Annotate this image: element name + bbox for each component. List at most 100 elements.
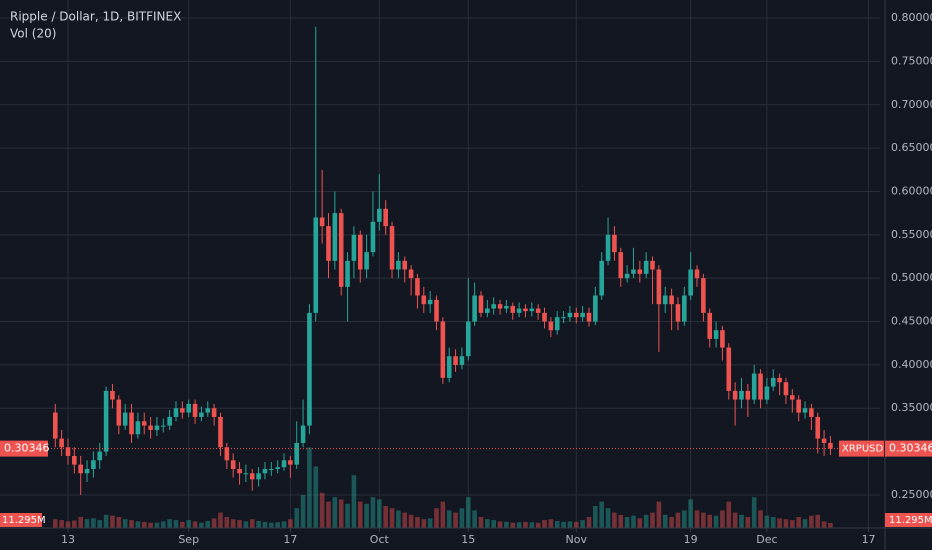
- volume-bar: [739, 514, 744, 528]
- candle-body: [523, 308, 528, 312]
- candle-body: [612, 234, 617, 253]
- volume-bar: [510, 522, 516, 528]
- volume-bar: [84, 519, 90, 528]
- volume-bar: [662, 514, 668, 528]
- volume-bar: [97, 520, 103, 528]
- candle-body: [199, 412, 204, 417]
- candle-body: [103, 390, 109, 452]
- candle-body: [141, 421, 147, 426]
- volume-bar: [421, 519, 427, 528]
- candle-body: [662, 295, 668, 305]
- candle-body: [294, 442, 300, 465]
- volume-bar: [580, 520, 585, 528]
- volume-bar: [624, 517, 630, 528]
- candle-body: [567, 312, 573, 318]
- x-tick-label: 19: [684, 533, 698, 546]
- volume-bar: [631, 515, 636, 528]
- candle-body: [84, 468, 90, 474]
- volume-bar: [465, 497, 471, 528]
- volume-bar: [790, 520, 795, 528]
- y-tick-label: 0.40000: [891, 358, 932, 371]
- volume-bar: [332, 497, 338, 528]
- candle-body: [631, 269, 636, 274]
- y-tick-label: 0.25000: [891, 488, 932, 501]
- candle-body: [745, 390, 751, 400]
- candle-body: [167, 416, 172, 426]
- candle-body: [650, 260, 655, 270]
- candle-body: [605, 234, 611, 261]
- candle-body: [135, 421, 141, 435]
- volume-bar: [78, 517, 83, 528]
- candle-body: [637, 269, 643, 274]
- candle-body: [758, 373, 763, 400]
- last-price-box: [0, 440, 48, 457]
- volume-bar: [618, 514, 624, 528]
- candle-body: [256, 473, 261, 480]
- candle-body: [529, 308, 535, 312]
- volume-bar: [516, 522, 522, 528]
- candle-body: [383, 208, 388, 227]
- candle-body: [459, 356, 465, 365]
- volume-bar: [224, 517, 230, 528]
- candle-body: [52, 412, 58, 439]
- volume-title: Vol (20): [10, 27, 56, 41]
- volume-bar: [688, 499, 693, 528]
- volume-bar: [135, 521, 141, 528]
- candle-body: [122, 412, 128, 426]
- candle-body: [643, 260, 649, 274]
- candle-body: [148, 425, 153, 430]
- volume-bar: [192, 521, 198, 528]
- volume-bar: [396, 510, 401, 528]
- candle-body: [618, 252, 624, 279]
- volume-bar: [434, 508, 439, 528]
- last-volume-box: [0, 513, 42, 527]
- volume-bar: [110, 515, 115, 528]
- candle-body: [777, 377, 782, 383]
- volume-bar: [485, 519, 490, 528]
- candle-body: [288, 460, 293, 465]
- candle-body: [402, 260, 408, 270]
- candle-body: [478, 295, 484, 313]
- volume-bar: [573, 521, 579, 528]
- candle-body: [669, 295, 674, 305]
- candle-body: [548, 321, 554, 331]
- candle-body: [491, 304, 496, 309]
- candle-body: [751, 373, 757, 400]
- candle-body: [173, 408, 179, 417]
- volume-bar: [427, 518, 433, 528]
- volume-bar: [593, 506, 598, 528]
- candle-body: [249, 473, 255, 480]
- volume-bar: [307, 447, 312, 528]
- volume-bar: [288, 519, 293, 528]
- candle-body: [707, 312, 713, 339]
- volume-bar: [758, 510, 763, 528]
- last-price-label: 0.30346: [4, 442, 50, 455]
- volume-bar: [440, 501, 446, 528]
- volume-bar: [497, 521, 503, 528]
- volume-bar: [319, 492, 325, 528]
- candle-body: [770, 377, 776, 387]
- volume-bar: [586, 517, 592, 528]
- volume-bar: [796, 517, 801, 528]
- volume-bar: [751, 497, 757, 528]
- volume-bar: [129, 520, 134, 528]
- candle-body: [154, 425, 160, 430]
- volume-bar: [478, 517, 484, 528]
- candle-body: [218, 416, 223, 448]
- candle-body: [472, 295, 477, 322]
- candle-body: [694, 269, 700, 279]
- volume-bar: [186, 520, 192, 528]
- candle-body: [783, 382, 789, 396]
- volume-bar: [675, 512, 681, 528]
- volume-bar: [707, 514, 713, 528]
- candle-body: [415, 278, 420, 296]
- candle-body: [364, 252, 369, 270]
- volume-bar: [453, 512, 458, 528]
- last-price-box: [885, 440, 932, 457]
- candle-body: [796, 399, 801, 413]
- volume-bar: [160, 521, 166, 528]
- x-tick-label: Dec: [756, 533, 777, 546]
- candle-body: [91, 460, 96, 469]
- candle-body: [713, 330, 719, 339]
